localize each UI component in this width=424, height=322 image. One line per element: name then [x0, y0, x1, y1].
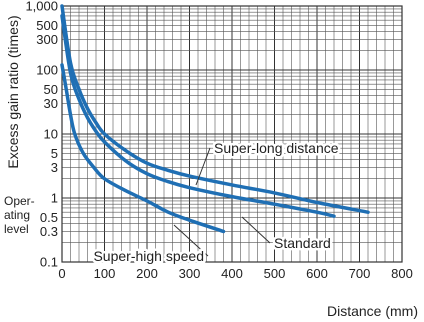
chart-annotations: Super-long distance Standard Super-high sp…: [91, 138, 341, 267]
x-tick-label: 100: [94, 266, 116, 281]
annotation-leader: [195, 147, 211, 186]
x-tick-labels: 0 100 200 300 400 500 600 700 800: [58, 266, 412, 281]
x-tick-label: 200: [136, 266, 158, 281]
series-line-super-long-distance: [60, 4, 370, 214]
y-tick-label: 3: [51, 160, 58, 175]
chart-grid: [61, 6, 403, 263]
x-tick-label: 0: [58, 266, 65, 281]
y-tick-label: 30: [44, 96, 58, 111]
annotation-leader: [173, 224, 209, 257]
x-tick-label: 500: [264, 266, 286, 281]
operating-level-label: Oper-ating level: [4, 194, 35, 236]
y-tick-label: 50: [44, 82, 58, 97]
y-axis-label: Excess gain ratio (times): [5, 15, 21, 168]
y-tick-label: 0.5: [40, 210, 58, 225]
x-tick-label: 700: [349, 266, 371, 281]
annotation-label: Standard: [274, 235, 331, 251]
annotation-label: Super-high speed: [93, 248, 204, 264]
y-tick-label: 0.1: [40, 255, 58, 270]
annotation-leader: [241, 216, 271, 244]
y-tick-label: 1: [51, 191, 58, 206]
x-tick-label: 800: [391, 266, 413, 281]
plot-frame: [61, 5, 403, 263]
series-line-super-high-speed: [60, 63, 226, 234]
x-axis-label: Distance (mm): [327, 303, 418, 319]
chart-series: [60, 4, 370, 234]
y-tick-label: 0.3: [40, 224, 58, 239]
series-line-standard: [60, 14, 336, 218]
y-tick-label: 1,000: [25, 0, 58, 14]
x-tick-label: 300: [179, 266, 201, 281]
x-tick-label: 400: [221, 266, 243, 281]
annotation-label: Super-long distance: [214, 140, 339, 156]
y-tick-label: 500: [36, 18, 58, 33]
x-tick-label: 600: [306, 266, 328, 281]
y-tick-label: 100: [36, 63, 58, 78]
y-tick-label: 10: [44, 127, 58, 142]
y-tick-label: 300: [36, 32, 58, 47]
y-tick-label: 5: [51, 146, 58, 161]
